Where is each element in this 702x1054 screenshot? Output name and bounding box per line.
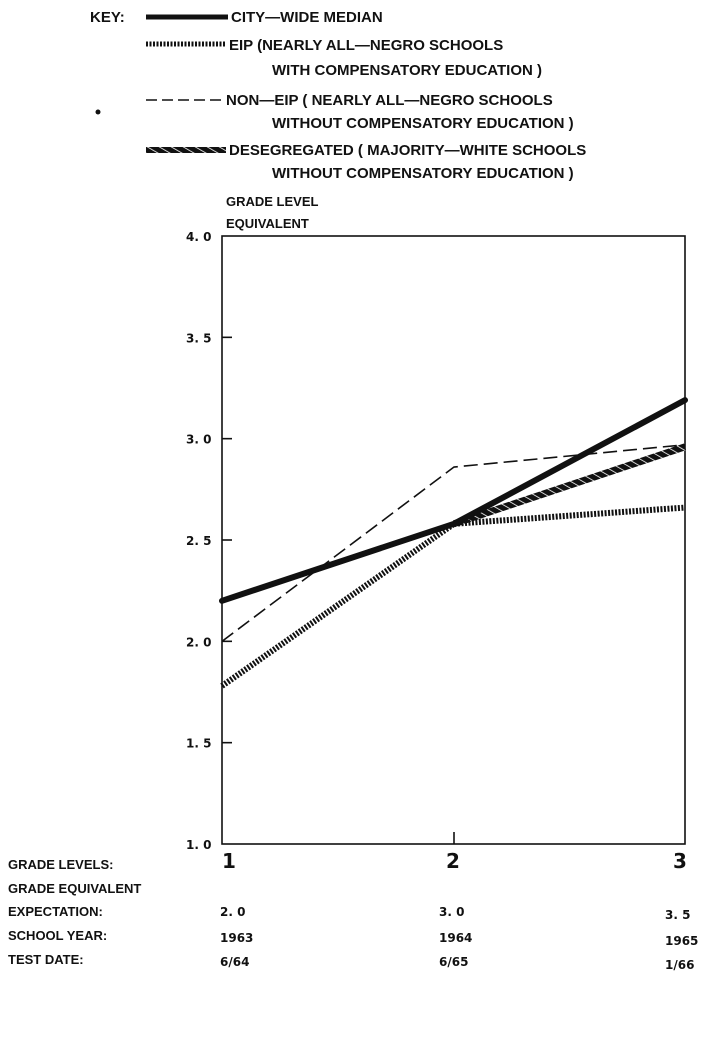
series-eip: [220, 504, 686, 689]
row-label-test-date: TEST DATE:: [8, 952, 84, 967]
y-axis-ticks: 4. 0 3. 5 3. 0 2. 5 2. 0 1. 5 1. 0: [186, 230, 232, 852]
y-axis-label-line2: EQUIVALENT: [226, 216, 309, 231]
info-table: GRADE LEVELS: GRADE EQUIVALENT EXPECTATI…: [8, 857, 698, 972]
test-date-value-1: 6/64: [220, 955, 249, 969]
y-tick-label: 1. 5: [186, 737, 211, 751]
plot-frame: [221, 235, 686, 845]
expectation-value-1: 2. 0: [220, 905, 245, 919]
series-non-eip: [221, 443, 686, 642]
series-desegregated: [452, 443, 687, 528]
y-tick-label: 3. 0: [186, 433, 211, 447]
row-label-school-year: SCHOOL YEAR:: [8, 928, 107, 943]
legend-entry-non-eip-line1: NON—EIP ( NEARLY ALL—NEGRO SCHOOLS: [226, 92, 553, 109]
x-tick-label: 2: [446, 849, 460, 873]
x-tick-label: 3: [673, 849, 687, 873]
legend-entry-eip-line1: EIP (NEARLY ALL—NEGRO SCHOOLS: [229, 37, 503, 54]
y-tick-label: 4. 0: [186, 230, 211, 244]
test-date-value-2: 6/65: [439, 955, 468, 969]
legend-entry-desegregated-line2: WITHOUT COMPENSATORY EDUCATION ): [272, 165, 574, 182]
legend-swatch-desegregated: [146, 147, 226, 153]
series-citywide-median: [219, 397, 688, 604]
legend: KEY: CITY—WIDE MEDIAN EIP (NEARLY ALL—NE…: [90, 9, 586, 182]
school-year-value-1: 1963: [220, 931, 253, 945]
test-date-value-3: 1/66: [665, 958, 694, 972]
series-lines: [219, 397, 688, 689]
stray-dot-mark: [95, 109, 101, 115]
row-label-grade-equivalent: GRADE EQUIVALENT: [8, 881, 141, 896]
row-label-grade-levels: GRADE LEVELS:: [8, 857, 113, 872]
y-tick-label: 2. 0: [186, 635, 211, 649]
legend-entry-citywide: CITY—WIDE MEDIAN: [231, 9, 383, 26]
school-year-value-3: 1965: [665, 934, 698, 948]
school-year-value-2: 1964: [439, 931, 472, 945]
legend-entry-eip-line2: WITH COMPENSATORY EDUCATION ): [272, 62, 542, 79]
y-tick-label: 3. 5: [186, 331, 211, 345]
y-axis-label-line1: GRADE LEVEL: [226, 194, 319, 209]
expectation-value-3: 3. 5: [665, 908, 690, 922]
y-tick-label: 2. 5: [186, 534, 211, 548]
legend-key-label: KEY:: [90, 9, 125, 26]
y-tick-label: 1. 0: [186, 838, 211, 852]
row-label-expectation: EXPECTATION:: [8, 904, 103, 919]
legend-entry-non-eip-line2: WITHOUT COMPENSATORY EDUCATION ): [272, 115, 574, 132]
x-tick-label: 1: [222, 849, 236, 873]
legend-entry-desegregated-line1: DESEGREGATED ( MAJORITY—WHITE SCHOOLS: [229, 142, 586, 159]
x-axis-ticks: 1 2 3: [222, 832, 687, 873]
expectation-value-2: 3. 0: [439, 905, 464, 919]
